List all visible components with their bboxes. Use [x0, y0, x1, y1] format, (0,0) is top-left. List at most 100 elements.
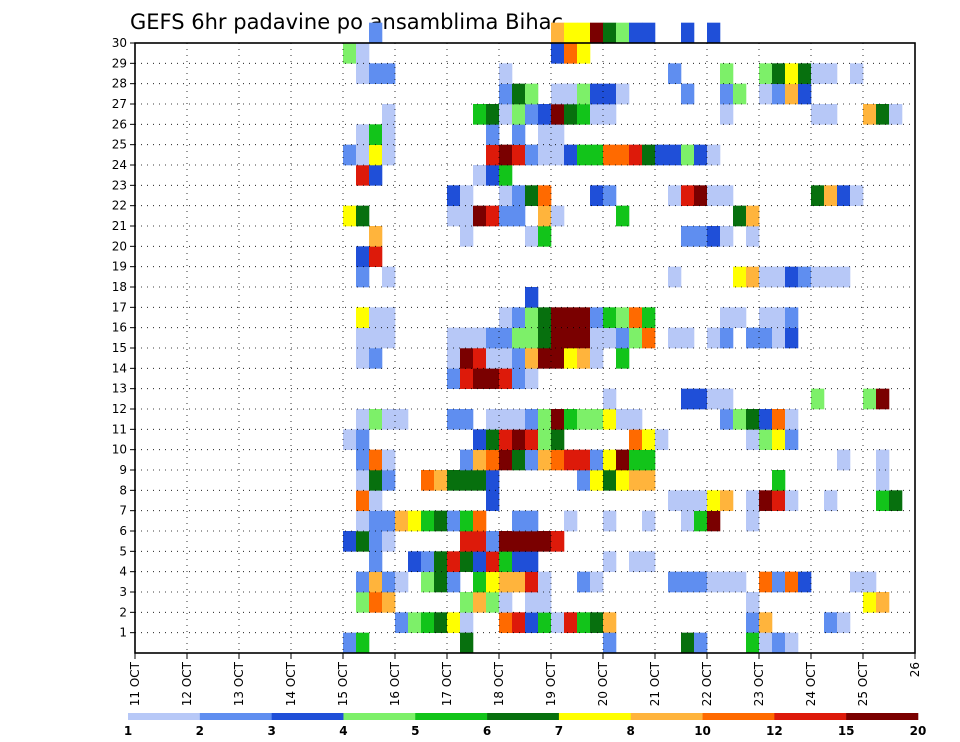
precip-cell: [629, 551, 643, 572]
precip-cell: [538, 592, 552, 613]
precip-cell: [512, 612, 526, 633]
precip-cell: [564, 83, 578, 105]
precip-cell: [356, 205, 370, 227]
precip-cell: [447, 368, 461, 389]
precip-cell: [785, 490, 799, 511]
precip-cell: [785, 63, 799, 84]
precip-cell: [460, 409, 474, 430]
precip-cell: [486, 429, 500, 450]
colorbar-segment: [702, 713, 775, 720]
precip-cell: [785, 266, 799, 288]
precip-cell: [772, 307, 786, 328]
precip-cell: [343, 205, 357, 227]
precip-cell: [603, 144, 617, 166]
precip-cell: [369, 307, 383, 328]
precip-cell: [720, 104, 734, 125]
precip-cell: [681, 571, 695, 593]
x-tick-label: 19 OCT: [544, 661, 558, 706]
precip-cell: [356, 307, 370, 328]
precip-cell: [525, 429, 539, 450]
precip-cell: [538, 185, 552, 206]
precip-cell: [486, 205, 500, 227]
precip-cell: [512, 449, 526, 471]
precip-cell: [343, 429, 357, 450]
precip-cell: [369, 63, 383, 84]
precip-cell: [356, 348, 370, 369]
y-tick-label: 12: [112, 402, 127, 416]
precip-cell: [512, 83, 526, 105]
precip-cell: [369, 449, 383, 471]
precip-cell: [603, 551, 617, 572]
y-tick-label: 23: [112, 178, 127, 192]
precip-cell: [564, 348, 578, 369]
precip-cell: [603, 510, 617, 532]
precip-cell: [486, 571, 500, 593]
x-tick-label: 21 OCT: [648, 661, 662, 706]
precip-cell: [408, 510, 422, 532]
precip-cell: [733, 409, 747, 430]
precip-cell: [707, 185, 721, 206]
precip-cell: [707, 571, 721, 593]
precip-cell: [512, 409, 526, 430]
precip-cell: [512, 348, 526, 369]
precip-cell: [525, 104, 539, 125]
precip-cell: [616, 470, 630, 491]
precip-cell: [551, 104, 565, 125]
precip-cell: [525, 409, 539, 430]
precip-cell: [603, 409, 617, 430]
colorbar-label: 15: [838, 724, 855, 738]
precip-cell: [447, 571, 461, 593]
precip-cell: [577, 22, 591, 44]
y-axis-ticks: 1234567891011121314151617181920212223242…: [112, 36, 135, 640]
precip-cell: [434, 551, 448, 572]
precip-cell: [486, 104, 500, 125]
precip-cell: [733, 205, 747, 227]
colorbar-label: 5: [411, 724, 419, 738]
chart-title: GEFS 6hr padavine po ansamblima Bihac: [130, 10, 563, 34]
precip-cell: [538, 449, 552, 471]
precip-cell: [486, 144, 500, 166]
precip-cell: [798, 571, 812, 593]
precip-cell: [746, 266, 760, 288]
precip-cell: [382, 470, 396, 491]
precip-cell: [460, 226, 474, 247]
precip-cell: [538, 104, 552, 125]
precip-cell: [447, 612, 461, 633]
precip-cell: [876, 470, 890, 491]
y-tick-label: 24: [112, 158, 127, 172]
precip-cell: [577, 409, 591, 430]
precip-cell: [772, 571, 786, 593]
precip-cell: [798, 63, 812, 84]
precip-cell: [850, 63, 864, 84]
y-tick-label: 9: [119, 463, 127, 477]
precip-cell: [642, 327, 656, 349]
precip-cell: [473, 429, 487, 450]
colorbar-segment: [630, 713, 703, 720]
precip-cell: [382, 531, 396, 552]
precip-cell: [538, 571, 552, 593]
precip-cell: [603, 470, 617, 491]
precip-cell: [772, 83, 786, 105]
y-tick-label: 4: [119, 565, 127, 579]
precip-cell: [551, 307, 565, 328]
precip-cell: [447, 510, 461, 532]
precip-cell: [733, 571, 747, 593]
precip-cell: [473, 510, 487, 532]
precip-cell: [759, 63, 773, 84]
precip-cell: [447, 470, 461, 491]
precip-cell: [434, 510, 448, 532]
precip-cell: [356, 165, 370, 186]
precip-cell: [499, 429, 513, 450]
precip-cell: [577, 327, 591, 349]
precip-cell: [473, 104, 487, 125]
precip-cell: [681, 226, 695, 247]
precip-cell: [850, 571, 864, 593]
precip-cell: [668, 571, 682, 593]
precip-cell: [499, 612, 513, 633]
precip-cell: [473, 592, 487, 613]
precip-cell: [629, 429, 643, 450]
precip-cell: [759, 307, 773, 328]
precip-cell: [720, 490, 734, 511]
precip-cell: [369, 592, 383, 613]
precip-cell: [551, 83, 565, 105]
